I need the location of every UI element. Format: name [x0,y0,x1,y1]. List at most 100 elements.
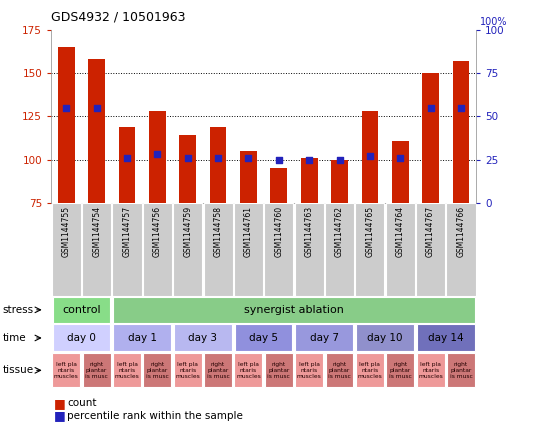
Point [396,154,405,161]
Text: GSM1144765: GSM1144765 [365,206,374,257]
Bar [386,354,414,387]
Text: control: control [62,305,101,315]
Bar [203,203,232,296]
Text: ■: ■ [54,409,66,422]
Text: GSM1144762: GSM1144762 [335,206,344,257]
Bar [53,324,110,352]
Text: day 3: day 3 [188,333,217,343]
Text: right
plantar
is musc: right plantar is musc [267,362,290,379]
Text: GSM1144764: GSM1144764 [396,206,405,257]
Bar [325,203,354,296]
Text: GSM1144758: GSM1144758 [214,206,223,257]
Text: synergist ablation: synergist ablation [244,305,344,315]
Text: right
plantar
is musc: right plantar is musc [389,362,412,379]
Text: GSM1144766: GSM1144766 [456,206,465,257]
Bar [295,354,323,387]
Bar [386,203,415,296]
Point [305,157,314,163]
Bar [362,111,378,203]
Bar [416,203,445,296]
Text: tissue: tissue [3,365,34,375]
Bar [331,160,348,203]
Text: day 14: day 14 [428,333,464,343]
Bar [210,127,226,203]
Bar [149,111,166,203]
Point [153,151,161,158]
Bar [83,354,111,387]
Text: left pla
ntaris
muscles: left pla ntaris muscles [297,362,322,379]
Text: GSM1144767: GSM1144767 [426,206,435,257]
Text: time: time [3,333,26,343]
Bar [416,354,444,387]
Bar [447,354,475,387]
Point [123,154,131,161]
Bar [58,47,75,203]
Text: right
plantar
is musc: right plantar is musc [207,362,230,379]
Point [62,104,70,111]
Text: day 1: day 1 [128,333,157,343]
Bar [301,158,317,203]
Bar [422,73,439,203]
Text: 100%: 100% [480,17,508,27]
Bar [295,203,324,296]
Bar [417,324,475,352]
Point [457,104,465,111]
Bar [235,324,293,352]
Text: GSM1144756: GSM1144756 [153,206,162,257]
Bar [204,354,232,387]
Bar [452,61,469,203]
Text: right
plantar
is musc: right plantar is musc [450,362,472,379]
Bar [264,203,293,296]
Bar [356,354,384,387]
Bar [174,324,232,352]
Bar [53,297,110,323]
Text: day 7: day 7 [310,333,339,343]
Text: left pla
ntaris
muscles: left pla ntaris muscles [54,362,79,379]
Text: right
plantar
is musc: right plantar is musc [85,362,108,379]
Bar [265,354,293,387]
Bar [173,203,202,296]
Text: GSM1144763: GSM1144763 [305,206,314,257]
Bar [240,151,257,203]
Text: GSM1144755: GSM1144755 [62,206,71,257]
Text: stress: stress [3,305,34,315]
Bar [144,354,171,387]
Bar [234,203,263,296]
Point [335,157,344,163]
Bar [52,203,81,296]
Bar [392,140,408,203]
Point [365,153,374,159]
Text: right
plantar
is musc: right plantar is musc [146,362,169,379]
Text: GSM1144757: GSM1144757 [123,206,131,257]
Point [274,157,283,163]
Text: day 0: day 0 [67,333,96,343]
Text: left pla
ntaris
muscles: left pla ntaris muscles [115,362,139,379]
Text: left pla
ntaris
muscles: left pla ntaris muscles [418,362,443,379]
Point [426,104,435,111]
Text: right
plantar
is musc: right plantar is musc [328,362,351,379]
Bar [82,203,111,296]
Text: day 5: day 5 [249,333,278,343]
Bar [325,354,353,387]
Bar [295,324,353,352]
Bar [447,203,476,296]
Point [93,104,101,111]
Text: GSM1144761: GSM1144761 [244,206,253,257]
Text: ■: ■ [54,397,66,409]
Bar [52,354,80,387]
Bar [174,354,202,387]
Point [214,154,222,161]
Text: GSM1144760: GSM1144760 [274,206,284,257]
Text: percentile rank within the sample: percentile rank within the sample [67,411,243,421]
Bar [271,168,287,203]
Bar [356,324,414,352]
Text: left pla
ntaris
muscles: left pla ntaris muscles [236,362,261,379]
Bar [355,203,385,296]
Text: left pla
ntaris
muscles: left pla ntaris muscles [357,362,383,379]
Bar [143,203,172,296]
Point [244,154,253,161]
Bar [119,127,136,203]
Text: GSM1144754: GSM1144754 [92,206,101,257]
Text: count: count [67,398,97,408]
Bar [112,203,141,296]
